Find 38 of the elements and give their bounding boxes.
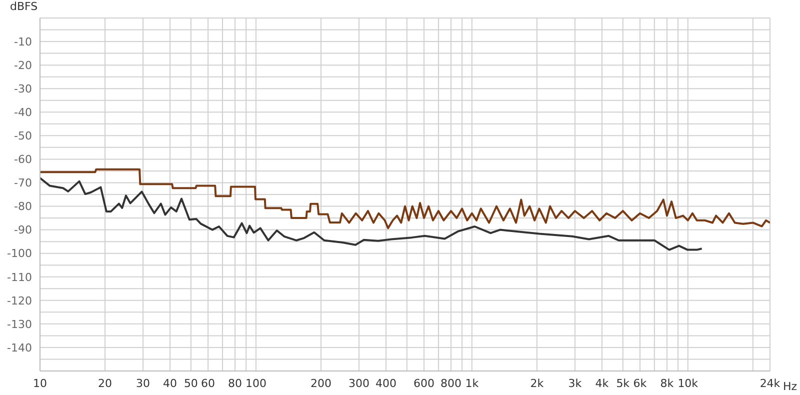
- y-tick-label: -120: [7, 294, 32, 308]
- x-tick-label: 24k: [760, 376, 781, 390]
- y-tick-label: -20: [14, 58, 32, 72]
- y-tick-label: -50: [14, 130, 32, 143]
- y-tick-label: -40: [14, 106, 32, 120]
- y-tick-label: -70: [14, 176, 32, 190]
- x-tick-label: 400: [375, 376, 396, 390]
- x-tick-label: 100: [245, 376, 266, 390]
- x-tick-label: 600: [414, 376, 435, 390]
- y-tick-label: -140: [7, 341, 32, 354]
- x-tick-label: 5k: [616, 376, 630, 390]
- x-tick-label: 10: [33, 376, 47, 390]
- x-tick-label: 800: [440, 376, 462, 390]
- x-tick-label: 50: [184, 376, 198, 390]
- x-tick-label: 1k: [465, 376, 480, 390]
- y-tick-label: -100: [7, 247, 32, 260]
- x-axis-title: Hz: [783, 380, 798, 393]
- y-tick-label: -60: [14, 153, 32, 166]
- x-tick-label: 2k: [530, 376, 544, 390]
- x-tick-label: 300: [348, 376, 370, 390]
- x-tick-label: 30: [136, 376, 150, 390]
- x-tick-label: 4k: [595, 376, 610, 390]
- x-tick-label: 10k: [678, 376, 699, 390]
- x-tick-label: 80: [228, 376, 242, 390]
- x-tick-label: 3k: [568, 376, 582, 390]
- x-tick-label: 20: [98, 376, 112, 390]
- y-tick-label: -30: [14, 82, 32, 96]
- y-axis-title: dBFS: [10, 0, 38, 13]
- y-tick-label: -10: [14, 35, 32, 48]
- y-tick-label: -80: [14, 200, 32, 214]
- y-tick-label: -110: [7, 270, 32, 284]
- x-tick-label: 8k: [660, 376, 674, 390]
- x-tick-label: 60: [201, 376, 216, 390]
- x-tick-label: 40: [163, 376, 178, 390]
- x-tick-label: 200: [310, 376, 332, 390]
- y-tick-label: -90: [14, 224, 32, 237]
- y-tick-label: -130: [7, 318, 32, 331]
- x-tick-label: 6k: [633, 376, 648, 390]
